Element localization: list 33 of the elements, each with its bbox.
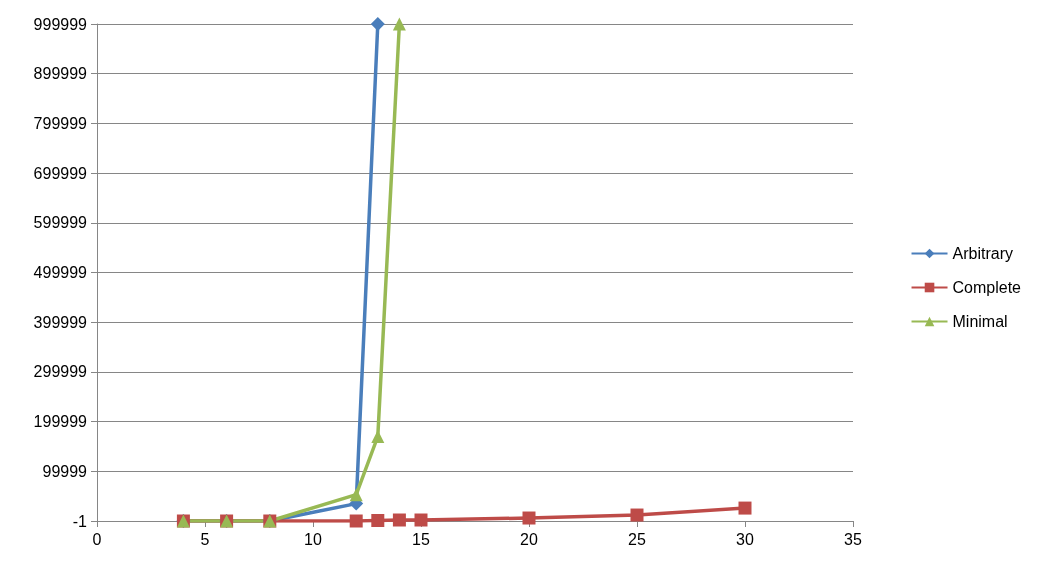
point	[349, 514, 363, 528]
point	[371, 430, 385, 444]
y-tick-label: 999999	[33, 15, 88, 33]
y-tick-label: -1	[72, 512, 88, 530]
x-tick-label: 20	[520, 530, 538, 548]
x-tick-label: 5	[200, 530, 210, 548]
legend-label: Minimal	[952, 313, 1008, 330]
y-tick-label: 899999	[33, 65, 88, 83]
point	[738, 501, 752, 515]
x-tick-label: 15	[412, 530, 430, 548]
y-tick-label: 499999	[33, 264, 88, 281]
y-tick-label: 199999	[33, 413, 88, 431]
point	[370, 17, 385, 31]
point	[392, 17, 406, 31]
point	[392, 513, 406, 527]
legend-label: Complete	[952, 279, 1022, 296]
x-tick-label: 10	[304, 530, 322, 548]
y-tick-label: 299999	[33, 363, 88, 381]
y-tick-label: 699999	[33, 164, 88, 182]
y-tick-label: 99999	[42, 462, 88, 480]
point	[414, 513, 428, 527]
y-tick-label: 399999	[33, 313, 88, 331]
point	[630, 508, 644, 522]
point	[522, 511, 536, 525]
x-tick-label: 30	[736, 530, 754, 548]
y-tick-label: 599999	[33, 214, 88, 232]
x-tick-label: 25	[628, 530, 646, 548]
x-tick-label: 35	[844, 530, 862, 548]
legend-label: Arbitrary	[952, 245, 1013, 262]
point	[349, 488, 363, 502]
x-tick-label: 0	[92, 530, 102, 548]
y-tick-label: 799999	[33, 114, 88, 132]
point	[371, 514, 385, 527]
